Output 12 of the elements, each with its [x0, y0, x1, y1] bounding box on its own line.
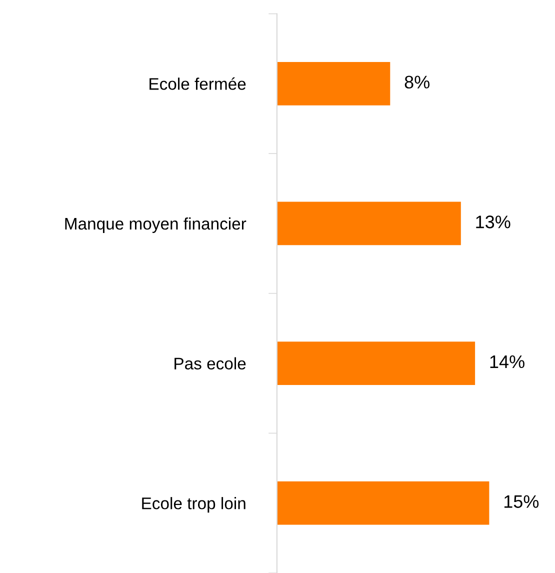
- bar: [276, 202, 461, 246]
- data-label: 14%: [490, 355, 524, 368]
- bar: [276, 481, 490, 525]
- data-label: 8%: [404, 76, 430, 89]
- data-label: 13%: [476, 216, 510, 228]
- y-tick-label: Manque moyen financier: [65, 217, 246, 233]
- bar: [276, 342, 476, 385]
- y-tick-label: Ecole fermée: [150, 77, 246, 90]
- bar: [276, 62, 390, 106]
- y-tick-label: Pas ecole: [174, 357, 246, 370]
- y-tick-label: Ecole trop loin: [142, 497, 246, 513]
- data-label: 15%: [504, 495, 539, 508]
